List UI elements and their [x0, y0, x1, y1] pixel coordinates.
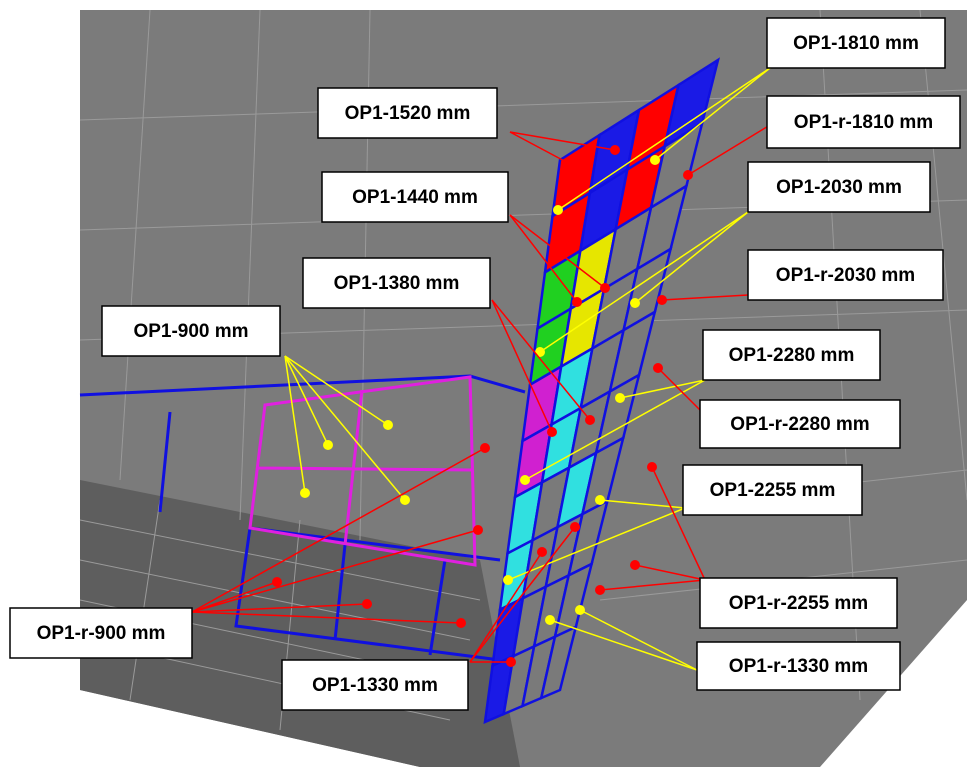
leader-dot [547, 427, 557, 437]
leader-dot [610, 145, 620, 155]
leader-dot [575, 605, 585, 615]
measurement-label: OP1-r-900 mm [10, 608, 192, 658]
leader-dot [506, 657, 516, 667]
leader-dot [545, 615, 555, 625]
leader-dot [595, 585, 605, 595]
leader-dot [653, 363, 663, 373]
leader-dot [520, 475, 530, 485]
label-text: OP1-2280 mm [729, 345, 855, 366]
cad-view: OP1-1810 mm OP1-1520 mm OP1-r-1810 mm OP1-1… [0, 0, 967, 767]
label-text: OP1-2030 mm [776, 177, 902, 198]
measurement-label: OP1-2280 mm [703, 330, 880, 380]
measurement-label: OP1-1330 mm [282, 660, 468, 710]
leader-dot [657, 295, 667, 305]
label-text: OP1-1440 mm [352, 187, 478, 208]
label-text: OP1-r-1330 mm [729, 656, 868, 677]
measurement-label: OP1-1440 mm [322, 172, 508, 222]
label-text: OP1-2255 mm [710, 480, 836, 501]
leader-dot [480, 443, 490, 453]
leader-dot [585, 415, 595, 425]
leader-dot [503, 575, 513, 585]
leader-dot [683, 170, 693, 180]
measurement-label: OP1-900 mm [102, 306, 280, 356]
measurement-label: OP1-2030 mm [748, 162, 930, 212]
measurement-label: OP1-r-1810 mm [767, 96, 960, 148]
leader-dot [647, 462, 657, 472]
leader-dot [630, 560, 640, 570]
leader-dot [580, 167, 590, 177]
leader-dot [400, 495, 410, 505]
measurement-label: OP1-r-1330 mm [697, 642, 900, 690]
leader-dot [650, 155, 660, 165]
measurement-label: OP1-r-2030 mm [748, 250, 943, 300]
leader-dot [456, 618, 466, 628]
leader-dot [615, 393, 625, 403]
label-text: OP1-r-2030 mm [776, 265, 915, 286]
leader-dot [473, 525, 483, 535]
label-text: OP1-1520 mm [345, 103, 471, 124]
measurement-label: OP1-r-2255 mm [700, 578, 897, 628]
label-text: OP1-1330 mm [312, 675, 438, 696]
leader-dot [300, 488, 310, 498]
leader-dot [553, 205, 563, 215]
leader-dot [272, 577, 282, 587]
label-text: OP1-1810 mm [793, 33, 919, 54]
leader-dot [323, 440, 333, 450]
leader-dot [600, 283, 610, 293]
leader-dot [595, 495, 605, 505]
leader-dot [570, 522, 580, 532]
label-text: OP1-r-1810 mm [794, 112, 933, 133]
label-text: OP1-r-2280 mm [730, 414, 869, 435]
label-text: OP1-900 mm [133, 321, 248, 342]
label-text: OP1-r-2255 mm [729, 593, 868, 614]
measurement-label: OP1-1810 mm [767, 18, 945, 68]
label-text: OP1-r-900 mm [37, 623, 166, 644]
leader-dot [383, 420, 393, 430]
measurement-label: OP1-1520 mm [318, 88, 497, 138]
measurement-label: OP1-1380 mm [303, 258, 490, 308]
measurement-label: OP1-r-2280 mm [700, 400, 900, 448]
leader-dot [537, 547, 547, 557]
leader-dot [630, 298, 640, 308]
label-text: OP1-1380 mm [334, 273, 460, 294]
measurement-label: OP1-2255 mm [683, 465, 862, 515]
leader-dot [572, 297, 582, 307]
leader-dot [362, 599, 372, 609]
